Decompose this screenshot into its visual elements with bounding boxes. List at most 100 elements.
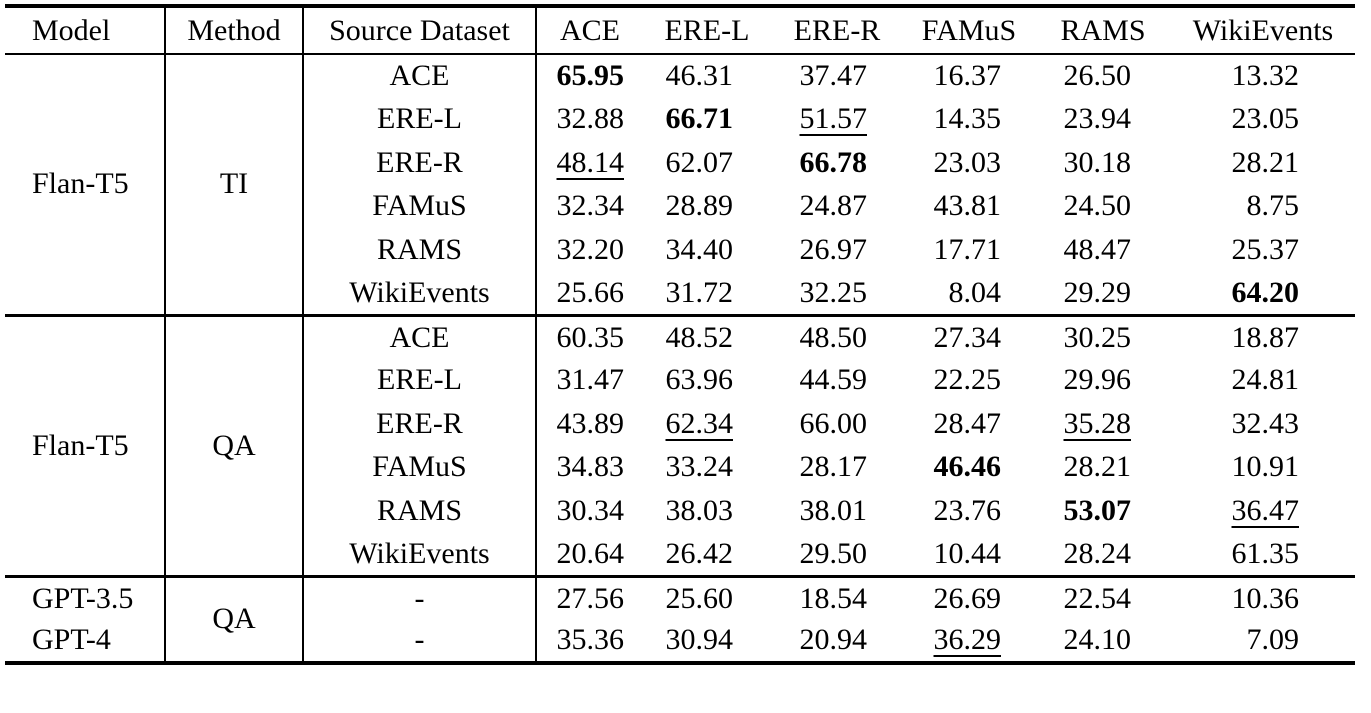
score-cell: 20.64: [556, 536, 625, 570]
score-cell: 13.32: [1231, 59, 1300, 93]
column-header-famus: FAMuS: [903, 6, 1035, 55]
score-cell: 28.24: [1063, 536, 1132, 570]
table-row: GPT-4 -35.36 30.94 20.94 36.29 24.10 7.09: [5, 619, 1355, 663]
score-cell: 36.29: [933, 623, 1002, 657]
score-cell: 24.50: [1063, 189, 1132, 223]
table-row: WikiEvents 25.66 31.72 32.25 8.04 29.29 64.20: [5, 271, 1355, 315]
score-cell: 23.03: [933, 145, 1002, 179]
score-cell: 17.71: [933, 232, 1002, 266]
score-cell: 65.95: [556, 59, 625, 93]
score-cell: 48.14: [556, 145, 625, 179]
score-cell: 38.03: [665, 493, 734, 527]
source-dataset-cell: -: [303, 619, 537, 663]
score-cell: 8.75: [1246, 189, 1300, 223]
score-cell: 10.91: [1231, 450, 1300, 484]
score-cell: 66.00: [799, 406, 868, 440]
score-cell: 62.07: [665, 145, 734, 179]
score-cell: 26.42: [665, 536, 734, 570]
score-cell: 26.97: [799, 232, 868, 266]
score-cell: 23.05: [1231, 102, 1300, 136]
table-row: ERE-L 31.47 63.96 44.59 22.25 29.96 24.81: [5, 358, 1355, 402]
score-cell: 28.17: [799, 450, 868, 484]
score-cell: 22.25: [933, 363, 1002, 397]
score-cell: 8.04: [948, 275, 1002, 309]
table-row: RAMS 30.34 38.03 38.01 23.76 53.07 36.47: [5, 489, 1355, 533]
source-dataset-cell: FAMuS: [303, 445, 537, 489]
source-dataset-cell: FAMuS: [303, 184, 537, 228]
score-cell: 43.89: [556, 406, 625, 440]
model-cell: Flan-T5: [5, 54, 166, 315]
method-cell: QA: [165, 574, 304, 663]
table-row: WikiEvents 20.64 26.42 29.50 10.44 28.24 61.35: [5, 532, 1355, 576]
score-cell: 32.88: [556, 102, 625, 136]
score-cell: 48.52: [643, 313, 771, 359]
score-cell: 44.59: [799, 363, 868, 397]
method-cell: QA: [165, 313, 304, 576]
source-dataset-cell: RAMS: [303, 489, 537, 533]
score-cell: 28.47: [933, 406, 1002, 440]
paper-results-table-figure: Model Method Source Dataset ACE ERE-L ER…: [5, 4, 1355, 665]
source-dataset-cell: RAMS: [303, 228, 537, 272]
model-cell: Flan-T5: [5, 313, 166, 576]
table-row: FAMuS 34.83 33.24 28.17 46.46 28.21 10.91: [5, 445, 1355, 489]
table-row: ERE-R 48.14 62.07 66.78 23.03 30.18 28.21: [5, 141, 1355, 185]
source-dataset-cell: ACE: [303, 313, 537, 359]
table-row: RAMS 32.20 34.40 26.97 17.71 48.47 25.37: [5, 228, 1355, 272]
score-cell: 25.66: [556, 275, 625, 309]
source-dataset-cell: -: [303, 574, 537, 620]
source-dataset-cell: ACE: [303, 54, 537, 98]
score-cell: 35.36: [556, 623, 625, 657]
score-cell: 29.29: [1063, 275, 1132, 309]
score-cell: 28.21: [1063, 450, 1132, 484]
table-row: Flan-T5 QA ACE 60.35 48.52 48.50 27.34 30.25 18.…: [5, 313, 1355, 576]
column-header-source-dataset: Source Dataset: [303, 6, 537, 55]
column-header-rams: RAMS: [1035, 6, 1171, 55]
score-cell: 24.87: [799, 189, 868, 223]
column-header-model: Model: [5, 6, 166, 55]
score-cell: 32.20: [556, 232, 625, 266]
score-cell: 30.34: [556, 493, 625, 527]
score-cell: 28.89: [665, 189, 734, 223]
score-cell: 63.96: [665, 363, 734, 397]
source-dataset-cell: WikiEvents: [303, 532, 537, 576]
score-cell: 51.57: [799, 102, 868, 136]
score-cell: 10.44: [933, 536, 1002, 570]
header-row: Model Method Source Dataset ACE ERE-L ER…: [5, 6, 1355, 55]
score-cell: 24.81: [1231, 363, 1300, 397]
score-cell: 30.18: [1063, 145, 1132, 179]
score-cell: 29.96: [1063, 363, 1132, 397]
score-cell: 60.35: [536, 313, 643, 359]
table-row: ERE-R 43.89 62.34 66.00 28.47 35.28 32.43: [5, 402, 1355, 446]
source-dataset-cell: ERE-L: [303, 358, 537, 402]
table-row: FAMuS 32.34 28.89 24.87 43.81 24.50 8.75: [5, 184, 1355, 228]
score-cell: 33.24: [665, 450, 734, 484]
score-cell: 18.54: [771, 574, 903, 620]
source-dataset-cell: WikiEvents: [303, 271, 537, 315]
column-header-ere-l: ERE-L: [643, 6, 771, 55]
source-dataset-cell: ERE-R: [303, 141, 537, 185]
score-cell: 10.36: [1171, 574, 1355, 620]
score-cell: 24.10: [1063, 623, 1132, 657]
model-cell: GPT-3.5: [5, 574, 166, 620]
score-cell: 25.37: [1231, 232, 1300, 266]
score-cell: 27.34: [903, 313, 1035, 359]
score-cell: 27.56: [536, 574, 643, 620]
score-cell: 26.69: [903, 574, 1035, 620]
score-cell: 62.34: [665, 406, 734, 440]
column-header-ere-r: ERE-R: [771, 6, 903, 55]
score-cell: 53.07: [1063, 493, 1132, 527]
score-cell: 43.81: [933, 189, 1002, 223]
score-cell: 46.31: [665, 59, 734, 93]
score-cell: 32.34: [556, 189, 625, 223]
score-cell: 23.94: [1063, 102, 1132, 136]
score-cell: 20.94: [799, 623, 868, 657]
source-dataset-cell: ERE-R: [303, 402, 537, 446]
table-row: ERE-L 32.88 66.71 51.57 14.35 23.94 23.05: [5, 97, 1355, 141]
method-cell: TI: [165, 54, 304, 315]
score-cell: 48.50: [771, 313, 903, 359]
table-row: GPT-3.5 QA -27.56 25.60 18.54 26.69 22.54 10.36: [5, 574, 1355, 663]
score-cell: 61.35: [1231, 536, 1300, 570]
model-cell: GPT-4: [5, 619, 166, 663]
score-cell: 66.71: [665, 102, 734, 136]
score-cell: 16.37: [933, 59, 1002, 93]
